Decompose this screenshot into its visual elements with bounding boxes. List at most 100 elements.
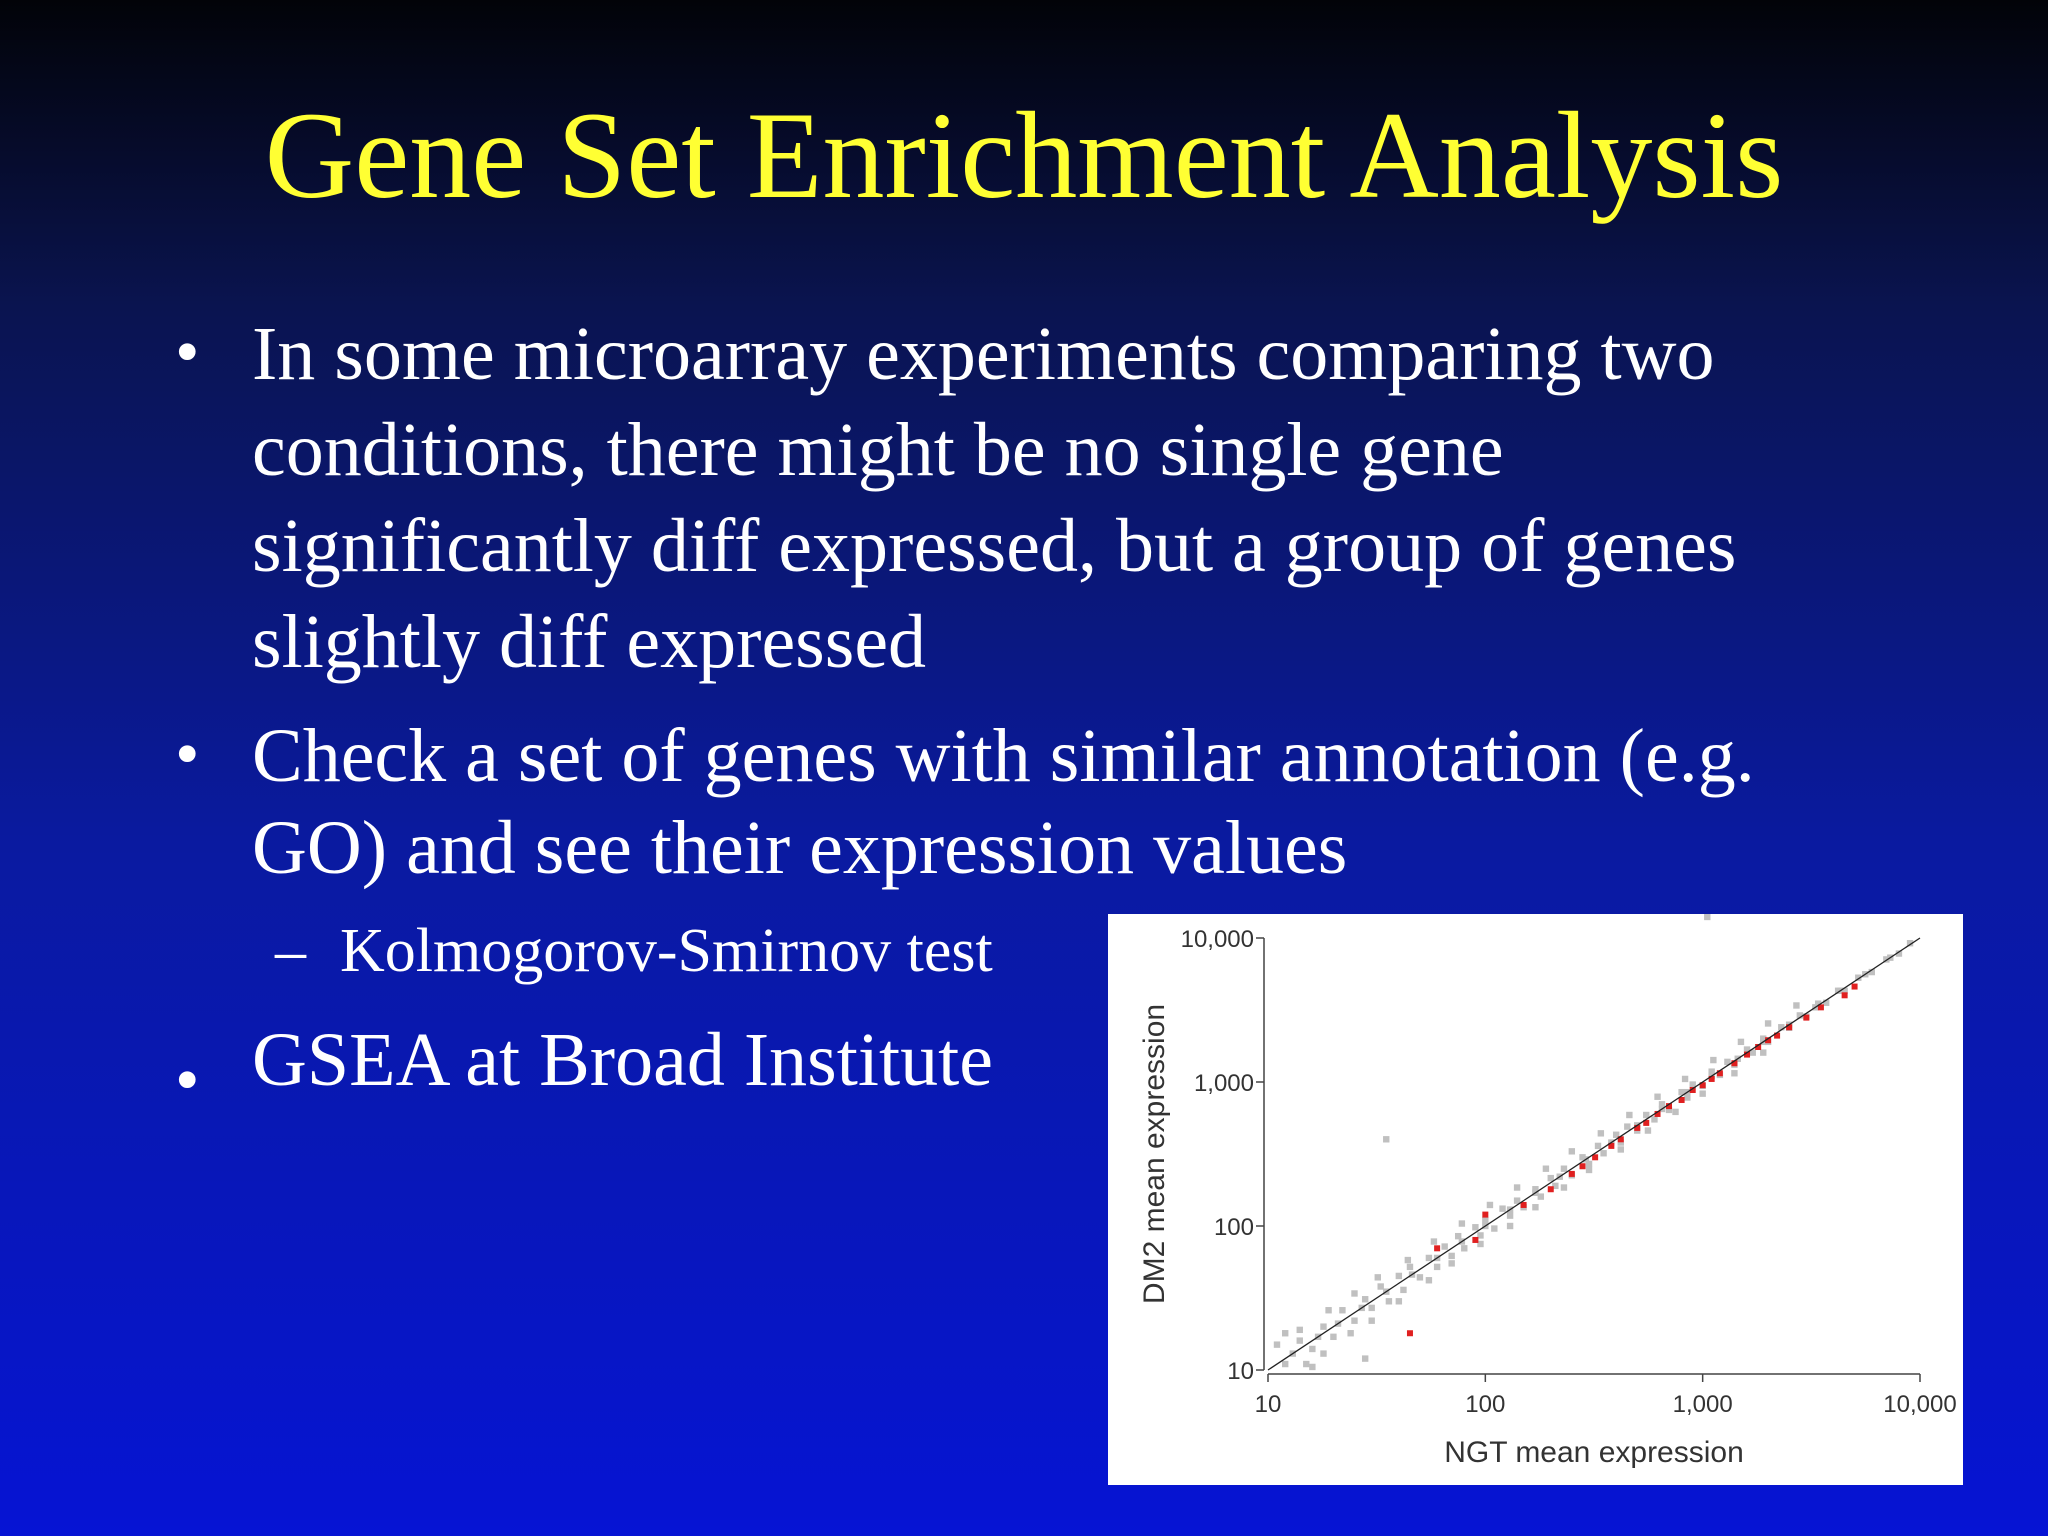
data-point [1296, 1326, 1303, 1334]
highlighted-gene-point [1547, 1186, 1554, 1193]
x-tick-label: 10 [1255, 1391, 1282, 1418]
data-point [1477, 1232, 1484, 1239]
bullet-line: GSEA at Broad Institute [252, 1018, 993, 1102]
data-point [1448, 1252, 1455, 1260]
data-point [1704, 914, 1711, 921]
data-point [1361, 1355, 1369, 1362]
bullet-marker: • [175, 1042, 200, 1119]
highlighted-gene-point [1689, 1086, 1696, 1093]
data-point [1374, 1274, 1381, 1281]
highlighted-gene-point [1592, 1154, 1599, 1161]
data-point [1273, 1341, 1281, 1348]
data-point [1560, 1184, 1568, 1191]
data-point [1855, 974, 1862, 981]
highlighted-gene-point [1482, 1211, 1489, 1218]
highlighted-gene-point [1472, 1236, 1479, 1243]
highlighted-gene-point [1654, 1110, 1661, 1117]
data-point [1737, 1038, 1745, 1046]
data-point [1796, 1012, 1804, 1019]
data-point [1560, 1165, 1568, 1172]
data-point [1708, 1068, 1715, 1075]
highlighted-gene-point [1520, 1201, 1527, 1208]
data-point [1406, 1263, 1414, 1271]
data-point [1672, 1108, 1679, 1116]
data-point [1532, 1186, 1539, 1193]
y-axis-label: DM2 mean expression [1138, 1004, 1171, 1304]
bullet-line: Check a set of genes with similar annota… [252, 714, 1755, 798]
y-tick-label: 10 [1227, 1358, 1254, 1385]
data-point [1678, 1088, 1685, 1096]
data-point [1303, 1360, 1310, 1368]
highlighted-gene-point [1755, 1044, 1762, 1051]
highlighted-gene-point [1851, 983, 1858, 990]
data-point [1895, 950, 1903, 957]
data-point [1282, 1360, 1289, 1368]
highlighted-gene-point [1841, 992, 1848, 999]
highlighted-gene-point [1608, 1142, 1615, 1149]
data-point [1749, 1049, 1756, 1056]
data-point [1347, 1330, 1354, 1337]
data-point [1624, 1123, 1631, 1130]
highlighted-gene-point [1744, 1051, 1751, 1058]
data-point [1441, 1243, 1448, 1250]
y-tick-label: 100 [1214, 1214, 1254, 1241]
y-tick-label: 10,000 [1181, 926, 1254, 953]
data-point [1395, 1298, 1403, 1305]
bullet-line: slightly diff expressed [252, 600, 927, 684]
highlighted-gene-point [1699, 1082, 1706, 1089]
data-point [1814, 1000, 1822, 1007]
data-point [1377, 1283, 1384, 1290]
data-point [1651, 1116, 1658, 1123]
highlighted-gene-point [1731, 1060, 1738, 1067]
data-point [1282, 1330, 1289, 1337]
bullet-marker: • [175, 314, 200, 391]
data-point [1681, 1075, 1689, 1083]
data-point [1793, 1002, 1800, 1009]
highlighted-gene-point [1765, 1037, 1772, 1044]
data-point [1491, 1225, 1498, 1232]
data-point [1296, 1337, 1303, 1344]
data-point [1532, 1204, 1539, 1211]
highlighted-gene-point [1803, 1014, 1810, 1021]
data-point [1906, 940, 1914, 947]
data-point [1665, 1106, 1673, 1114]
data-point [1617, 1146, 1624, 1153]
data-point [1433, 1263, 1441, 1271]
data-point [1400, 1286, 1407, 1294]
data-point [1537, 1193, 1545, 1200]
highlighted-gene-point [1568, 1170, 1575, 1177]
data-point [1760, 1035, 1767, 1042]
data-point [1597, 1130, 1605, 1137]
data-point [1643, 1111, 1650, 1119]
highlighted-gene-point [1666, 1103, 1673, 1110]
data-point [1361, 1296, 1369, 1303]
highlighted-gene-point [1678, 1096, 1685, 1103]
data-point [1416, 1274, 1424, 1281]
data-point [1778, 1024, 1785, 1031]
scatter-plot: 10 100 1,000 10,000 10 100 1,000 10,000 NGT mea… [1108, 914, 1963, 1485]
data-point [1617, 1139, 1624, 1146]
data-point [1309, 1363, 1316, 1371]
data-point [1330, 1333, 1337, 1341]
y-tick-label: 1,000 [1194, 1070, 1254, 1097]
data-point [1513, 1197, 1521, 1204]
data-point [1689, 1081, 1696, 1088]
data-point [1351, 1290, 1358, 1297]
data-point [1743, 1046, 1751, 1053]
data-point [1724, 1058, 1731, 1066]
data-point [1499, 1205, 1506, 1212]
sub-bullet-text: Kolmogorov-Smirnov test [340, 917, 993, 985]
data-point [1552, 1182, 1559, 1190]
data-point [1320, 1323, 1327, 1330]
bullet-line: In some microarray experiments comparing… [252, 312, 1715, 396]
bullet-line: GO) and see their expression values [252, 806, 1348, 890]
x-axis-label: NGT mean expression [1444, 1436, 1744, 1469]
data-point [1368, 1317, 1375, 1324]
data-point [1626, 1111, 1633, 1119]
data-point [1461, 1245, 1468, 1252]
diagonal-line [1267, 937, 1921, 1371]
data-point [1385, 1298, 1393, 1305]
data-point [1477, 1240, 1484, 1248]
data-point [1654, 1093, 1661, 1100]
data-point [1404, 1256, 1412, 1264]
